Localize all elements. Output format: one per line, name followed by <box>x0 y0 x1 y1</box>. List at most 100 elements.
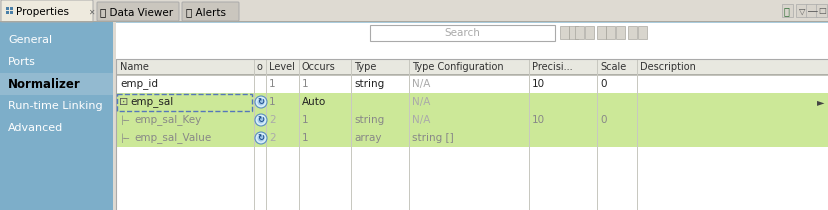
Text: 📊 Data Viewer: 📊 Data Viewer <box>100 7 173 17</box>
Text: Search: Search <box>444 28 480 38</box>
FancyBboxPatch shape <box>1 0 93 22</box>
Bar <box>299 59 300 210</box>
Bar <box>568 26 577 39</box>
Bar <box>116 165 828 183</box>
Bar <box>605 26 614 39</box>
Bar <box>795 4 806 17</box>
Text: Auto: Auto <box>301 97 326 107</box>
Text: array: array <box>354 133 381 143</box>
Bar <box>10 11 13 14</box>
Text: Precisi...: Precisi... <box>532 62 572 72</box>
Bar <box>116 111 828 129</box>
Text: 1: 1 <box>301 115 308 125</box>
Text: 10: 10 <box>532 115 545 125</box>
Bar <box>0 0 828 22</box>
Text: N/A: N/A <box>412 97 430 107</box>
Bar <box>116 22 828 23</box>
Text: o: o <box>257 62 262 72</box>
Bar <box>6 7 9 10</box>
Text: General: General <box>8 35 52 45</box>
Bar <box>628 26 636 39</box>
Text: emp_id: emp_id <box>120 79 158 89</box>
FancyBboxPatch shape <box>97 2 179 21</box>
Bar <box>0 22 113 210</box>
Text: Type: Type <box>354 62 376 72</box>
Bar <box>805 4 816 17</box>
Text: ―: ― <box>807 6 816 16</box>
Bar <box>116 129 828 147</box>
Text: emp_sal: emp_sal <box>130 97 173 108</box>
Text: ✕: ✕ <box>88 8 94 17</box>
Bar <box>638 26 646 39</box>
Text: Run-time Linking: Run-time Linking <box>8 101 103 111</box>
Bar <box>10 7 13 10</box>
Bar <box>116 75 828 93</box>
Bar <box>615 26 624 39</box>
Text: Normalizer: Normalizer <box>8 77 80 91</box>
Bar <box>116 59 828 75</box>
Bar <box>585 26 594 39</box>
Bar <box>266 59 267 210</box>
Bar <box>350 59 352 210</box>
Text: 1: 1 <box>268 79 275 89</box>
Circle shape <box>258 98 264 105</box>
Bar <box>116 59 828 210</box>
Text: ↻: ↻ <box>258 116 264 125</box>
Bar <box>116 183 828 201</box>
Text: 10: 10 <box>532 79 545 89</box>
Bar <box>116 182 828 183</box>
Bar <box>781 4 792 17</box>
Text: 0: 0 <box>599 79 606 89</box>
Circle shape <box>258 134 264 142</box>
Bar <box>815 4 826 17</box>
Bar <box>0 73 113 95</box>
Bar <box>636 59 638 210</box>
Bar <box>116 147 828 165</box>
Text: string: string <box>354 79 384 89</box>
Bar <box>369 25 554 41</box>
Text: ↻: ↻ <box>258 97 264 106</box>
Text: 📝: 📝 <box>783 6 789 16</box>
Bar <box>560 26 568 39</box>
Bar <box>116 110 828 111</box>
Text: N/A: N/A <box>412 79 430 89</box>
Text: 2: 2 <box>268 133 275 143</box>
Text: 1: 1 <box>301 79 308 89</box>
Bar <box>253 59 255 210</box>
Circle shape <box>258 117 264 123</box>
Text: Type Configuration: Type Configuration <box>412 62 503 72</box>
Bar <box>117 93 252 110</box>
Bar <box>575 26 583 39</box>
FancyBboxPatch shape <box>182 2 238 21</box>
Text: Level: Level <box>268 62 295 72</box>
Bar <box>116 201 828 210</box>
Text: ├─: ├─ <box>120 115 130 125</box>
Text: ↻: ↻ <box>258 134 264 143</box>
Text: ⊡: ⊡ <box>119 97 128 107</box>
Text: ├─: ├─ <box>120 133 130 143</box>
Bar <box>6 11 9 14</box>
Text: 1: 1 <box>268 97 275 107</box>
Text: Scale: Scale <box>599 62 625 72</box>
Bar <box>116 92 828 93</box>
Text: string []: string [] <box>412 133 453 143</box>
Bar <box>0 21 828 22</box>
Text: emp_sal_Key: emp_sal_Key <box>134 114 201 125</box>
Bar <box>528 59 529 210</box>
Text: ►: ► <box>816 97 824 107</box>
Text: Properties: Properties <box>16 7 69 17</box>
Bar <box>116 164 828 165</box>
Text: Ports: Ports <box>8 57 36 67</box>
Bar <box>116 74 828 75</box>
Text: 0: 0 <box>599 115 606 125</box>
Text: Advanced: Advanced <box>8 123 63 133</box>
Text: string: string <box>354 115 384 125</box>
Bar <box>408 59 410 210</box>
Text: Description: Description <box>639 62 695 72</box>
Bar <box>116 93 828 111</box>
Text: 2: 2 <box>268 115 275 125</box>
Text: emp_sal_Value: emp_sal_Value <box>134 133 211 143</box>
Text: 🚦 Alerts: 🚦 Alerts <box>185 7 226 17</box>
Text: Name: Name <box>120 62 149 72</box>
Text: N/A: N/A <box>412 115 430 125</box>
